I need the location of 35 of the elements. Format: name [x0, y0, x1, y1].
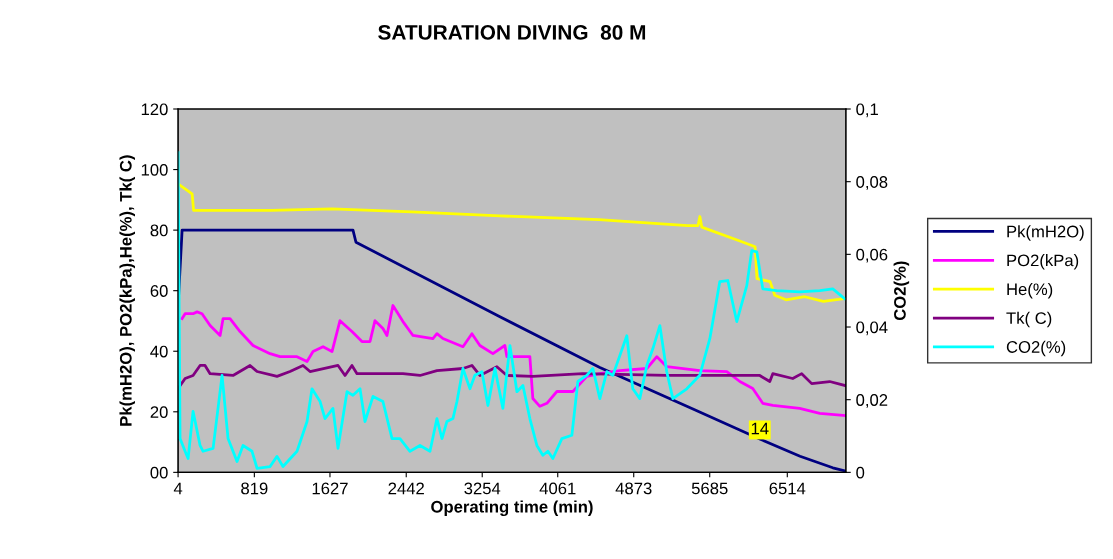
x-tick-label: 4061 — [539, 482, 576, 495]
x-axis-title: Operating time (min) — [431, 500, 593, 516]
y-tick-label: 00 — [150, 466, 168, 479]
legend-label: CO2(%) — [1006, 340, 1066, 357]
y2-tick-label: 0,06 — [856, 248, 888, 263]
x-tick-label: 2442 — [388, 482, 424, 495]
y2-tick-label: 0,1 — [856, 103, 878, 118]
line-series — [178, 183, 846, 303]
x-tick-label: 6514 — [769, 482, 806, 495]
legend-label: PO2(kPa) — [1007, 254, 1079, 270]
legend-label: Pk(mH2O) — [1007, 225, 1084, 241]
y-tick-label: 100 — [141, 163, 168, 176]
y2-tick-label: 0,04 — [856, 321, 888, 336]
x-tick-label: 5685 — [691, 482, 728, 495]
y2-tick-label: 0,08 — [856, 176, 888, 190]
chart-title: SATURATION DIVING 80 M — [378, 25, 646, 40]
line-series — [178, 364, 846, 390]
legend-label: He(%) — [1007, 282, 1053, 299]
y-tick-label: 80 — [150, 224, 168, 237]
annotation: 14 — [751, 422, 769, 435]
y2-axis-title: CO2(%) — [893, 261, 910, 321]
x-tick-label: 819 — [241, 482, 268, 495]
y-tick-label: 60 — [150, 285, 168, 297]
y2-tick-label: 0 — [856, 466, 865, 479]
y-axis-title: Pk(mH2O), PO2(kPa),He(%), Tk( C) — [119, 155, 135, 426]
y2-tick-label: 0,02 — [856, 394, 888, 408]
y-tick-label: 20 — [150, 406, 168, 418]
x-tick-label: 1627 — [312, 482, 348, 495]
x-tick-label: 3254 — [464, 482, 501, 495]
y-tick-label: 120 — [141, 103, 168, 116]
y-tick-label: 40 — [150, 345, 168, 358]
legend-label: Tk( C) — [1006, 311, 1052, 328]
x-tick-label: 4 — [173, 482, 183, 495]
line-series — [180, 304, 846, 417]
x-tick-label: 4873 — [615, 482, 652, 495]
